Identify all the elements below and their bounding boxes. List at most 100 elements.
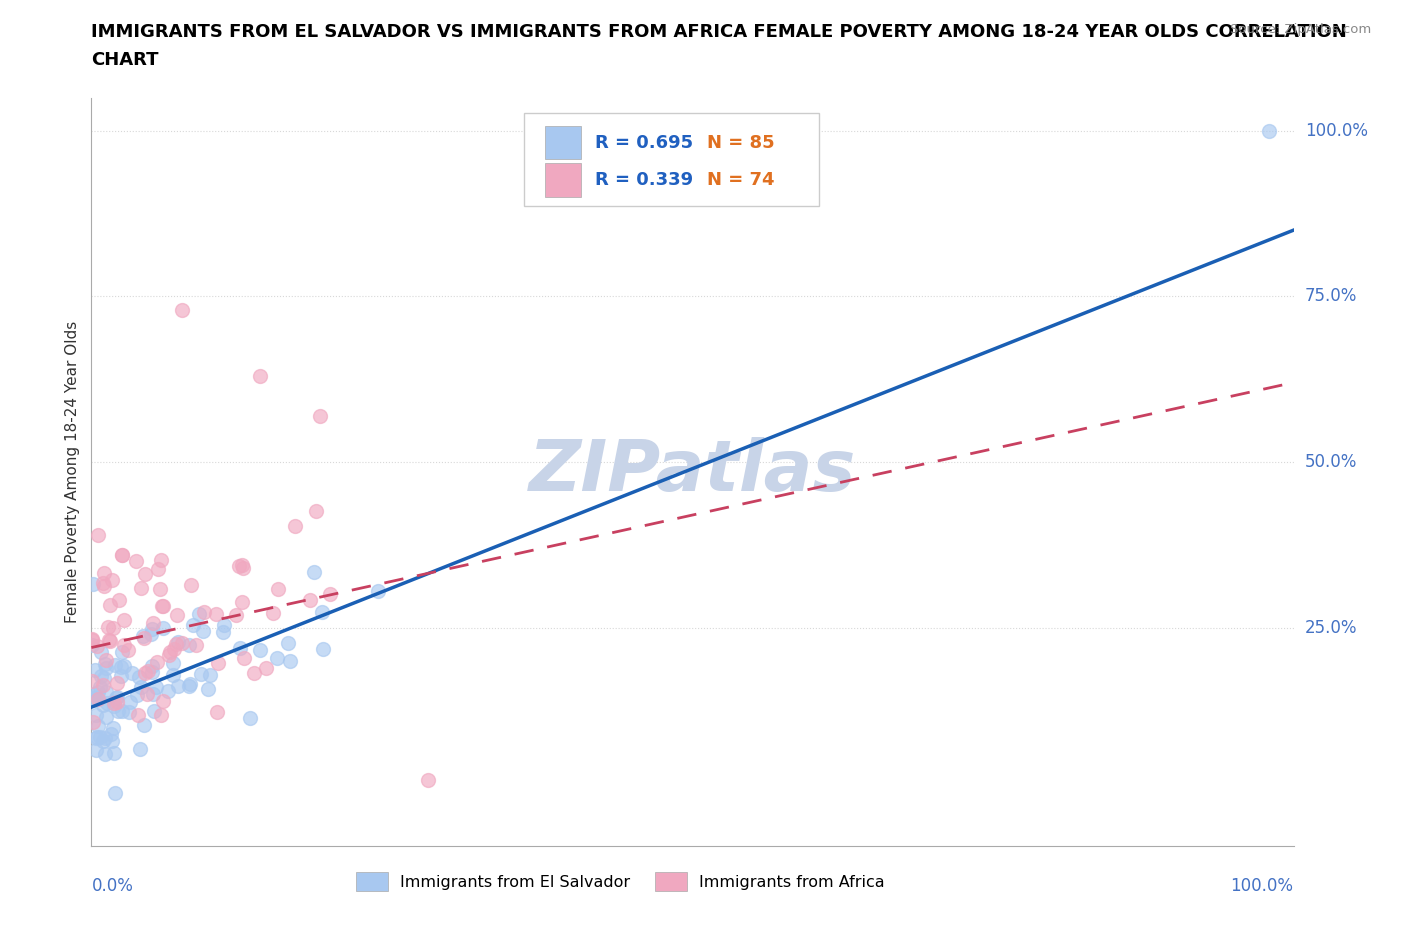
Point (82, 714, 104, 729)
Point (152, 599, 174, 614)
Point (80, 632, 103, 647)
Point (284, 519, 307, 534)
Point (93, 671, 115, 685)
Point (98, 632, 121, 647)
Point (103, 721, 125, 736)
Point (96, 696, 118, 711)
Point (141, 621, 163, 636)
Point (166, 679, 188, 694)
Point (91, 733, 114, 748)
Point (280, 654, 302, 669)
Point (367, 583, 389, 598)
Point (165, 636, 187, 651)
Point (129, 680, 152, 695)
Point (225, 607, 247, 622)
Point (89, 680, 111, 695)
Point (267, 581, 290, 596)
Point (152, 694, 174, 709)
Point (94, 684, 117, 699)
Point (157, 647, 180, 662)
Point (86, 742, 108, 757)
Point (105, 695, 128, 710)
Point (308, 408, 330, 423)
Point (162, 655, 184, 670)
Point (86, 639, 108, 654)
Point (118, 695, 141, 710)
Point (129, 741, 152, 756)
Point (129, 580, 152, 595)
Point (197, 682, 219, 697)
Point (254, 661, 277, 676)
Point (177, 637, 200, 652)
Point (84, 730, 107, 745)
Point (100, 572, 122, 587)
Point (187, 606, 209, 621)
Text: 0.0%: 0.0% (91, 877, 134, 895)
Point (136, 663, 159, 678)
Point (277, 635, 299, 650)
Point (167, 635, 190, 650)
Point (142, 686, 165, 701)
Point (125, 553, 148, 568)
Text: CHART: CHART (91, 51, 159, 69)
Point (118, 704, 141, 719)
Point (100, 726, 122, 741)
Point (101, 734, 124, 749)
Point (94, 657, 117, 671)
Point (132, 629, 155, 644)
Text: 75.0%: 75.0% (1305, 287, 1357, 305)
Point (172, 635, 194, 650)
Point (121, 666, 143, 681)
Text: R = 0.339: R = 0.339 (595, 171, 693, 189)
Y-axis label: Female Poverty Among 18-24 Year Olds: Female Poverty Among 18-24 Year Olds (65, 321, 80, 623)
Point (94, 653, 117, 668)
FancyBboxPatch shape (544, 126, 581, 159)
Point (304, 565, 326, 579)
Text: 100.0%: 100.0% (1230, 877, 1294, 895)
Point (262, 606, 284, 621)
Point (103, 695, 125, 710)
Point (134, 567, 156, 582)
Point (159, 644, 181, 659)
Point (110, 669, 132, 684)
Point (93, 578, 115, 593)
Point (166, 607, 188, 622)
Point (180, 578, 202, 592)
Point (162, 667, 184, 682)
Point (163, 641, 186, 656)
Point (89, 730, 111, 745)
Point (179, 679, 201, 694)
Point (107, 703, 129, 718)
Point (416, 773, 439, 788)
Point (229, 641, 252, 656)
Point (103, 745, 125, 760)
Point (143, 704, 166, 719)
Point (94, 660, 117, 675)
Point (90, 644, 112, 659)
Point (232, 651, 254, 666)
Point (80, 637, 103, 652)
Point (228, 559, 250, 574)
Point (83, 686, 105, 701)
Point (150, 708, 173, 723)
Point (152, 620, 174, 635)
Text: 25.0%: 25.0% (1305, 618, 1357, 637)
Text: Source: ZipAtlas.com: Source: ZipAtlas.com (1230, 23, 1371, 36)
Point (107, 592, 129, 607)
Point (132, 718, 155, 733)
Point (132, 631, 155, 645)
Point (149, 581, 172, 596)
Point (87, 692, 110, 707)
Point (231, 595, 253, 610)
Point (128, 670, 150, 684)
Text: 100.0%: 100.0% (1305, 122, 1368, 140)
Point (170, 302, 193, 317)
Text: IMMIGRANTS FROM EL SALVADOR VS IMMIGRANTS FROM AFRICA FEMALE POVERTY AMONG 18-24: IMMIGRANTS FROM EL SALVADOR VS IMMIGRANT… (91, 23, 1347, 41)
Point (239, 711, 262, 725)
Point (84, 708, 107, 723)
Point (134, 666, 156, 681)
Point (207, 656, 229, 671)
Point (91, 576, 114, 591)
Point (249, 643, 271, 658)
Point (86, 718, 108, 733)
